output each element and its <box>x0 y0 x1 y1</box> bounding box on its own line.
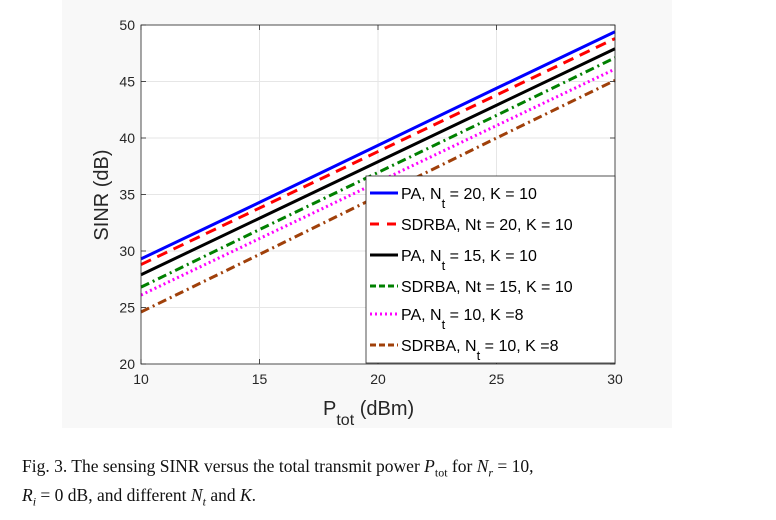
x-axis-label-sub: tot <box>336 412 354 429</box>
caption-text: = 0 dB, and different <box>36 484 191 505</box>
caption-text: and <box>205 484 240 505</box>
legend-label-3: PA, Nt = 15, K = 10 <box>401 248 537 273</box>
caption-math: N <box>476 456 489 476</box>
legend-label-2: SDRBA, Nt = 20, K = 10 <box>401 217 573 234</box>
y-axis-label: SINR (dB) <box>91 149 113 240</box>
x-tick-label: 20 <box>370 371 386 387</box>
caption-math: K <box>239 484 252 505</box>
caption-math: R <box>22 484 33 505</box>
legend-label-5: PA, Nt = 10, K =8 <box>401 307 524 332</box>
y-tick-label: 25 <box>119 300 135 316</box>
y-tick-label: 20 <box>119 356 135 372</box>
y-tick-labels: 20 25 30 35 40 45 50 <box>119 17 135 372</box>
caption-math-sub: i <box>32 494 37 508</box>
caption-math: P <box>424 456 435 476</box>
legend-label-sub: t <box>442 317 446 332</box>
caption-text: . <box>251 484 257 505</box>
x-axis-label: Ptot (dBm) <box>323 398 414 429</box>
legend-label-rest: = 10, K =8 <box>480 338 558 355</box>
caption-math: N <box>190 484 203 505</box>
x-axis-label-main: P <box>323 398 336 420</box>
series-line-4 <box>140 56 616 289</box>
caption-math-sub: tot <box>434 465 448 480</box>
caption-text: Fig. 3. The sensing SINR versus the tota… <box>22 456 425 476</box>
legend-label-main: PA, N <box>401 248 442 265</box>
legend-label-1: PA, Nt = 20, K = 10 <box>401 186 537 211</box>
legend-label-rest: = 10, K =8 <box>445 307 523 324</box>
caption-math-sub: r <box>488 465 494 480</box>
legend-label-rest: = 15, K = 10 <box>445 248 537 265</box>
legend-label-main: PA, N <box>401 307 442 324</box>
y-tick-label: 40 <box>119 130 135 146</box>
series-line-1 <box>140 30 616 261</box>
legend-label-6: SDRBA, Nt = 10, K =8 <box>401 338 559 363</box>
series-line-2 <box>140 37 616 266</box>
legend-label-rest: = 20, K = 10 <box>445 186 537 203</box>
caption-math-sub: t <box>202 494 206 508</box>
legend-label-main: PA, N <box>401 186 442 203</box>
legend-label-main: SDRBA, N <box>401 338 477 355</box>
figure-caption: Fig. 3. The sensing SINR versus the tota… <box>22 455 762 512</box>
series-lines <box>140 30 616 314</box>
y-tick-label: 30 <box>119 243 135 259</box>
legend-label-sub: t <box>442 258 446 273</box>
y-tick-label: 45 <box>119 74 135 90</box>
legend-label-main: SDRBA, Nt = 15, K = 10 <box>401 279 573 296</box>
legend-box <box>365 175 616 364</box>
caption-text: for <box>447 456 477 476</box>
series-line-6 <box>140 79 616 314</box>
x-tick-label: 10 <box>133 371 149 387</box>
x-axis-label-unit: (dBm) <box>354 398 414 420</box>
x-tick-label: 30 <box>607 371 623 387</box>
x-tick-label: 15 <box>252 371 268 387</box>
caption-line-1: Fig. 3. The sensing SINR versus the tota… <box>22 455 762 484</box>
caption-line-2: Ri = 0 dB, and different Nt and K. <box>22 484 762 513</box>
y-tick-label: 35 <box>119 187 135 203</box>
y-tick-label: 50 <box>119 17 135 33</box>
series-line-3 <box>140 47 616 277</box>
legend-label-sub: t <box>442 196 446 211</box>
legend-label-4: SDRBA, Nt = 15, K = 10 <box>401 279 573 296</box>
sinr-line-chart: 10 15 20 25 30 20 25 30 35 40 45 50 SINR (dB) Ptot… <box>91 17 623 429</box>
legend-label-main: SDRBA, Nt = 20, K = 10 <box>401 217 573 234</box>
x-tick-label: 25 <box>489 371 505 387</box>
legend-label-sub: t <box>477 348 481 363</box>
caption-text: = 10, <box>493 456 534 476</box>
x-tick-labels: 10 15 20 25 30 <box>133 371 623 387</box>
